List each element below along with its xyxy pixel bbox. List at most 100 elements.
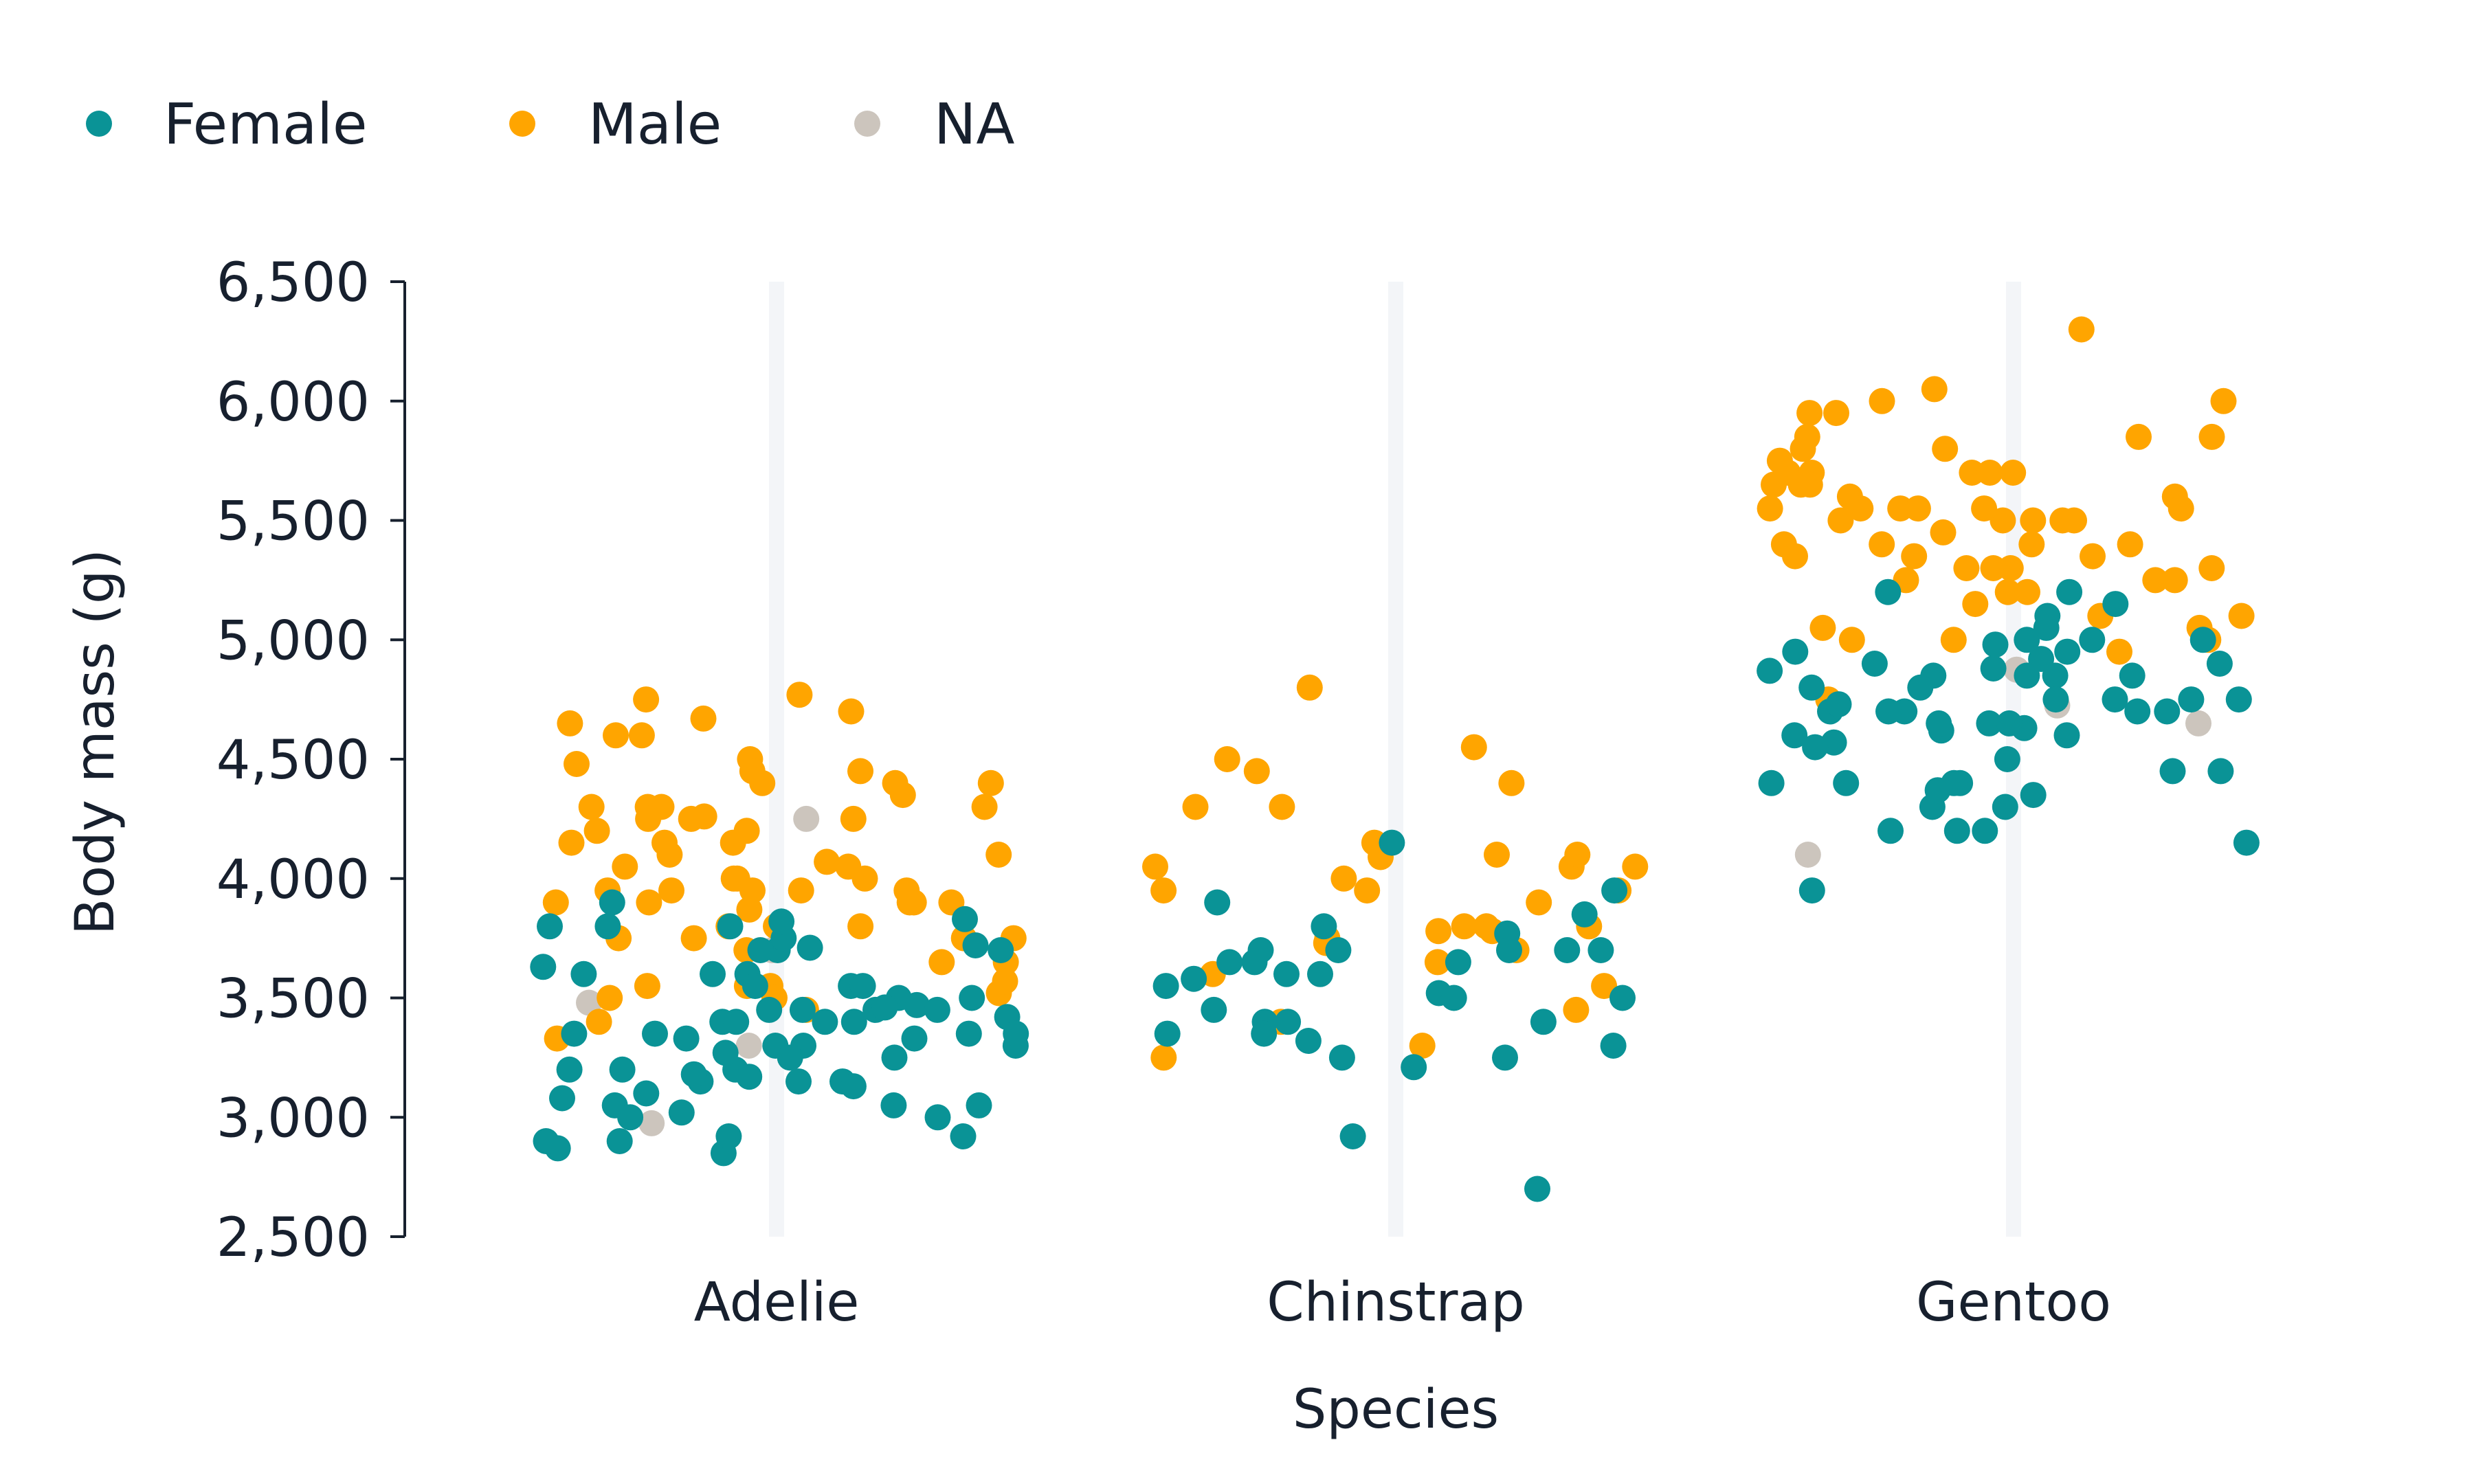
x-tick-label-chinstrap: Chinstrap <box>1267 1272 1525 1334</box>
point-male-gentoo <box>2049 507 2076 534</box>
point-female-chinstrap <box>1571 901 1598 928</box>
point-male-gentoo <box>2161 567 2188 594</box>
point-male-gentoo <box>1971 495 1998 522</box>
point-female-adelie <box>533 1128 559 1154</box>
point-male-gentoo <box>1940 627 1967 653</box>
point-male-adelie <box>835 853 862 880</box>
point-male-adelie <box>720 865 747 892</box>
point-female-gentoo <box>2154 698 2181 725</box>
point-female-gentoo <box>1757 657 1783 684</box>
y-tick-label: 3,000 <box>216 1088 370 1149</box>
point-male-gentoo <box>1990 507 2016 534</box>
point-male-chinstrap <box>1354 877 1381 904</box>
point-female-chinstrap <box>1530 1009 1557 1035</box>
y-tick-label: 2,500 <box>216 1207 370 1269</box>
point-female-adelie <box>723 1009 750 1035</box>
point-female-adelie <box>962 932 989 958</box>
y-tick-label: 5,500 <box>216 491 370 553</box>
point-male-chinstrap <box>1498 769 1525 796</box>
point-female-adelie <box>556 1056 583 1083</box>
point-female-adelie <box>609 1056 636 1083</box>
point-male-adelie <box>628 722 655 749</box>
point-male-adelie <box>633 686 660 713</box>
point-male-gentoo <box>2142 567 2169 594</box>
point-female-chinstrap <box>1496 937 1522 963</box>
point-male-gentoo <box>1962 591 1989 618</box>
y-tick-label: 4,500 <box>216 730 370 791</box>
point-female-adelie <box>988 937 1014 963</box>
point-male-gentoo <box>1757 495 1783 522</box>
point-male-gentoo <box>2210 387 2237 414</box>
point-male-gentoo <box>1921 376 1948 403</box>
point-male-gentoo <box>1869 387 1895 414</box>
legend: Female Male NA <box>86 92 1014 157</box>
point-female-adelie <box>642 1020 668 1047</box>
data-points <box>530 316 2260 1202</box>
point-female-chinstrap <box>1201 996 1227 1023</box>
point-male-adelie <box>893 877 920 904</box>
point-female-chinstrap <box>1601 877 1628 904</box>
point-female-gentoo <box>2189 627 2216 653</box>
legend-marker-female <box>86 111 112 137</box>
point-male-gentoo <box>1796 471 1823 498</box>
point-female-gentoo <box>2102 591 2129 618</box>
point-female-adelie <box>736 1064 763 1090</box>
point-female-adelie <box>680 1061 707 1088</box>
point-female-adelie <box>712 1039 739 1066</box>
point-male-adelie <box>651 829 678 856</box>
point-male-gentoo <box>2198 423 2225 450</box>
point-female-gentoo <box>1798 877 1825 904</box>
y-axis-title: Body mass (g) <box>65 549 126 935</box>
point-male-gentoo <box>1847 495 1874 522</box>
point-female-chinstrap <box>1328 1044 1355 1071</box>
point-female-chinstrap <box>1554 937 1581 963</box>
point-male-gentoo <box>1796 400 1823 427</box>
point-female-adelie <box>537 913 563 940</box>
point-male-chinstrap <box>1451 913 1478 940</box>
point-female-chinstrap <box>1154 1020 1181 1047</box>
point-female-gentoo <box>1781 722 1808 749</box>
point-male-gentoo <box>1930 519 1957 546</box>
x-axis-title: Species <box>1293 1379 1499 1441</box>
point-female-gentoo <box>2014 662 2040 689</box>
point-female-chinstrap <box>1492 1044 1518 1071</box>
point-female-gentoo <box>1926 710 1952 737</box>
point-male-chinstrap <box>1269 794 1295 820</box>
point-female-gentoo <box>2034 603 2061 629</box>
point-female-gentoo <box>1825 691 1852 718</box>
point-female-chinstrap <box>1216 949 1243 976</box>
point-female-adelie <box>768 908 795 935</box>
point-male-chinstrap <box>1564 842 1591 868</box>
point-female-gentoo <box>2042 686 2069 713</box>
point-female-gentoo <box>1924 777 1951 804</box>
point-male-gentoo <box>1959 460 1985 486</box>
point-female-chinstrap <box>1379 829 1405 856</box>
point-female-chinstrap <box>1204 889 1231 916</box>
point-male-adelie <box>985 842 1012 868</box>
point-female-gentoo <box>1982 631 2009 658</box>
point-male-adelie <box>739 877 766 904</box>
point-male-adelie <box>603 722 629 749</box>
point-female-gentoo <box>2056 578 2083 605</box>
point-female-gentoo <box>2020 782 2047 809</box>
point-male-adelie <box>680 925 707 952</box>
y-axis-ticks: 2,500 3,000 3,500 4,000 4,500 5,000 5,500 6,000… <box>216 252 405 1269</box>
point-female-gentoo <box>2124 698 2151 725</box>
point-male-chinstrap <box>1622 853 1649 880</box>
point-male-adelie <box>583 818 610 844</box>
point-female-chinstrap <box>1339 1123 1366 1149</box>
point-female-adelie <box>924 996 950 1023</box>
point-male-adelie <box>586 1009 612 1035</box>
point-female-chinstrap <box>1307 960 1333 987</box>
point-male-gentoo <box>2018 531 2045 558</box>
point-female-chinstrap <box>1251 1020 1278 1047</box>
point-male-adelie <box>542 889 569 916</box>
legend-marker-na <box>854 111 880 137</box>
point-male-adelie <box>882 769 909 796</box>
point-male-gentoo <box>1869 531 1895 558</box>
point-female-adelie <box>617 1104 644 1131</box>
point-male-chinstrap <box>1424 949 1451 976</box>
point-female-gentoo <box>2178 686 2205 713</box>
point-female-gentoo <box>1877 818 1904 844</box>
